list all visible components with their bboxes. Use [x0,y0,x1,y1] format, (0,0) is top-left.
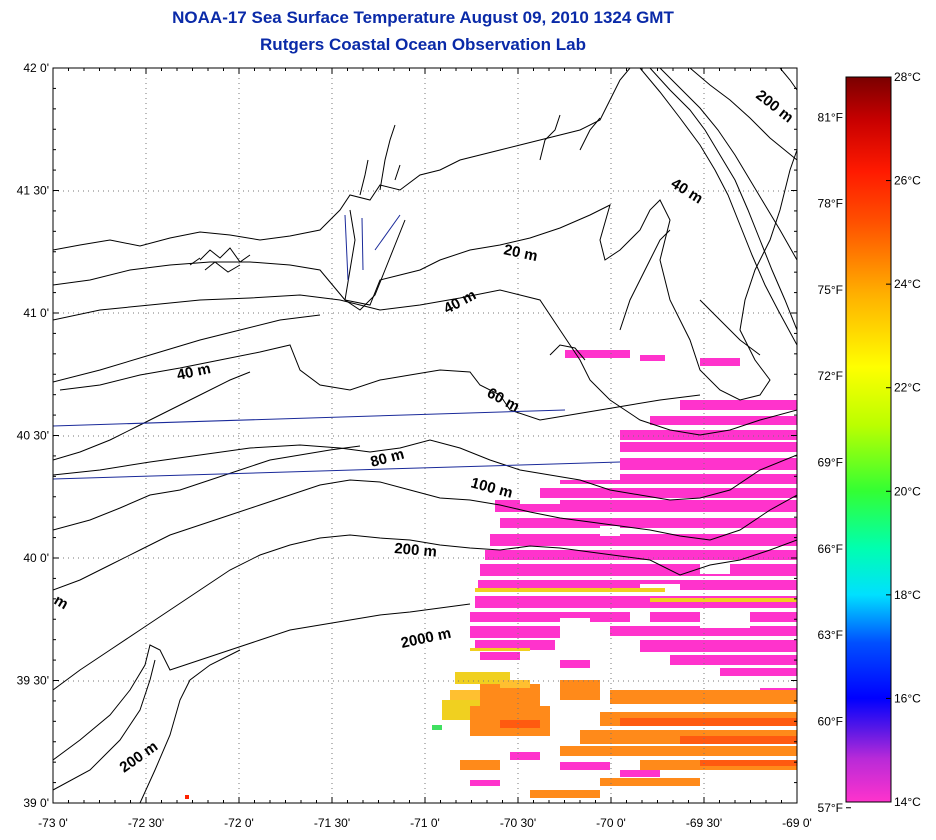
lon-tick-label: -71 30' [314,816,350,830]
fahrenheit-label: 57°F [818,801,843,815]
glider-transects [52,214,621,480]
isobath-label: 200 m [394,540,438,561]
lon-tick-label: -70 0' [596,816,626,830]
colorbar-celsius-label: 20°C [894,484,921,498]
coastline-bathymetry [53,68,797,803]
lat-tick-label: 41 0' [23,306,49,320]
graticule [53,68,797,803]
isobath-label: 40 m [668,175,706,208]
lat-tick-label: 42 0' [23,61,49,75]
lat-tick-label: 40 0' [23,551,49,565]
colorbar-celsius-label: 16°C [894,691,921,705]
isobath-label: 100 m [469,474,514,501]
temperature-colorbar [845,76,892,803]
isobath-label: 60 m [484,385,522,416]
lat-tick-label: 40 30' [17,429,49,443]
fahrenheit-label: 72°F [818,369,843,383]
isobath-label: 200 m [753,87,797,127]
fahrenheit-label: 63°F [818,628,843,642]
fahrenheit-axis: 57°F 60°F 63°F 66°F 69°F 72°F 75°F 78°F 81°F [818,110,851,815]
colorbar-celsius-label: 18°C [894,588,921,602]
lon-tick-label: -71 0' [410,816,440,830]
fahrenheit-label: 81°F [818,110,843,124]
latitude-axis: 39 0' 39 30' 40 0' 40 30' 41 0' 41 30' 42 0' [17,61,797,810]
fahrenheit-label: 60°F [818,714,843,728]
map-title: NOAA-17 Sea Surface Temperature August 0… [172,8,674,27]
colorbar-labels: 14°C 16°C 18°C 20°C 22°C 24°C 26°C 28°C [886,70,921,809]
isobath-label: 20 m [502,241,539,265]
fahrenheit-label: 66°F [818,542,843,556]
lat-tick-label: 39 30' [17,674,49,688]
fahrenheit-label: 69°F [818,456,843,470]
sst-field [185,350,797,799]
lon-tick-label: -69 30' [686,816,722,830]
isobath-label: m [51,592,71,613]
lat-tick-label: 41 30' [17,184,49,198]
colorbar-celsius-label: 24°C [894,277,921,291]
colorbar-celsius-label: 26°C [894,174,921,188]
colorbar-celsius-label: 14°C [894,795,921,809]
isobath-label: 40 m [175,360,212,384]
map-subtitle: Rutgers Coastal Ocean Observation Lab [260,35,586,54]
lon-tick-label: -72 0' [224,816,254,830]
lon-tick-label: -72 30' [128,816,164,830]
lon-tick-label: -70 30' [500,816,536,830]
fahrenheit-label: 75°F [818,283,843,297]
fahrenheit-label: 78°F [818,197,843,211]
lon-tick-label: -73 0' [38,816,68,830]
isobath-label: 2000 m [399,625,452,652]
isobath-label: 80 m [369,446,406,471]
colorbar-celsius-label: 22°C [894,381,921,395]
colorbar-celsius-label: 28°C [894,70,921,84]
lon-tick-label: -69 0' [782,816,812,830]
lat-tick-label: 39 0' [23,796,49,810]
longitude-axis: -73 0' -72 30' -72 0' -71 30' -71 0' -70 30' -… [38,68,812,830]
